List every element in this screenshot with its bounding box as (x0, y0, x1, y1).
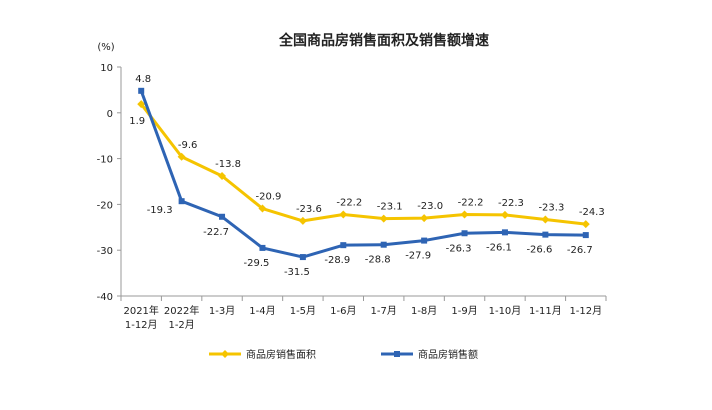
data-point (299, 254, 306, 261)
data-label: 1.9 (129, 116, 145, 127)
x-tick-label: 1-5月 (290, 305, 316, 317)
series-line-1 (139, 90, 586, 259)
x-tick-label: 1-6月 (330, 305, 356, 317)
data-point (340, 242, 347, 249)
legend-marker (394, 351, 400, 357)
x-tick-label: 1-4月 (249, 305, 275, 317)
series-line-0 (140, 103, 586, 226)
data-point (258, 204, 267, 213)
data-point (339, 210, 348, 219)
series-layer (137, 87, 590, 261)
x-tick-label: 1-11月 (529, 305, 562, 317)
data-label: -28.9 (324, 255, 350, 266)
data-label: -23.6 (296, 204, 322, 215)
data-point (582, 232, 589, 239)
data-point (581, 220, 590, 229)
data-label: -26.7 (567, 245, 593, 256)
data-label: -27.9 (405, 251, 431, 262)
data-label: -26.1 (486, 242, 512, 253)
data-point (500, 210, 509, 219)
data-label: -28.8 (365, 255, 391, 266)
data-point (138, 87, 145, 94)
data-point (379, 214, 388, 223)
data-point (177, 152, 186, 161)
axes: 10 0 -10 -20 -30 -40 2021年 1-12月 2022年 1-2月 1-3月 1-… (97, 63, 607, 331)
legend-marker (221, 350, 229, 358)
data-point (461, 230, 468, 237)
y-tick-label: 0 (107, 109, 113, 120)
y-tick-label: -40 (97, 292, 113, 303)
data-point (137, 100, 146, 109)
data-label: -20.9 (256, 192, 282, 203)
data-point (219, 213, 226, 220)
x-tick-label: 1-12月 (569, 305, 602, 317)
legend-label-0: 商品房销售面积 (246, 348, 316, 361)
data-label: -19.3 (147, 205, 173, 216)
data-label: -22.2 (458, 197, 484, 208)
data-point (380, 241, 387, 248)
legend: 商品房销售面积 商品房销售额 (209, 348, 478, 361)
chart-title: 全国商品房销售面积及销售额增速 (278, 32, 489, 49)
x-tick-label: 2022年 (164, 304, 199, 317)
data-label: -26.3 (446, 243, 472, 254)
data-label: -13.8 (215, 159, 241, 170)
data-label: -22.2 (336, 197, 362, 208)
y-tick-label: 10 (100, 63, 113, 74)
data-point (218, 172, 227, 181)
x-tick-label: 1-3月 (209, 305, 235, 317)
y-tick-label: -20 (97, 200, 113, 211)
data-point (501, 229, 508, 236)
data-label: -23.3 (538, 203, 564, 214)
data-label: -24.3 (579, 207, 605, 218)
x-tick-label: 2021年 (123, 304, 158, 317)
data-point (421, 237, 428, 244)
data-label: -23.0 (417, 201, 443, 212)
y-tick-label: -10 (97, 155, 113, 166)
y-tick-label: -30 (97, 246, 113, 257)
x-tick-label: 1-2月 (168, 319, 194, 331)
data-point (542, 231, 549, 238)
y-axis-unit: (%) (97, 42, 114, 53)
x-tick-label: 1-12月 (125, 319, 158, 331)
legend-label-1: 商品房销售额 (418, 348, 478, 361)
data-label: 4.8 (135, 74, 151, 85)
data-label: -26.6 (526, 245, 552, 256)
data-point (541, 215, 550, 224)
data-point (420, 214, 429, 223)
data-label: -22.3 (498, 198, 524, 209)
data-point (259, 244, 266, 251)
data-label: -22.7 (203, 227, 229, 238)
data-label: -9.6 (178, 140, 198, 151)
x-tick-label: 1-8月 (411, 305, 437, 317)
x-tick-label: 1-9月 (451, 305, 477, 317)
data-labels: 1.9 -9.6 -13.8 -20.9 -23.6 -22.2 -23.1 -23.0 -22… (129, 74, 604, 278)
x-tick-label: 1-7月 (371, 305, 397, 317)
data-label: -31.5 (284, 267, 310, 278)
data-label: -29.5 (244, 258, 270, 269)
data-point (298, 216, 307, 225)
x-tick-label: 1-10月 (489, 305, 522, 317)
data-point (178, 198, 185, 205)
data-label: -23.1 (377, 202, 403, 213)
data-point (460, 210, 469, 219)
